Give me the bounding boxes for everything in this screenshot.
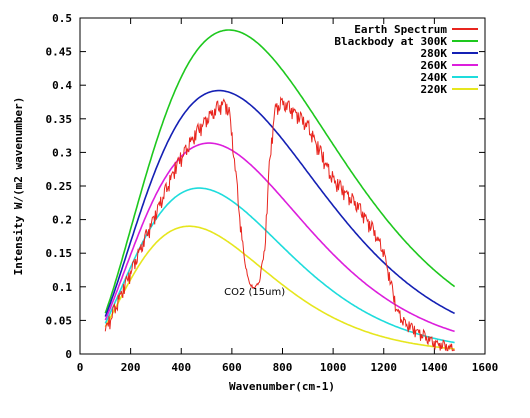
x-tick-label: 1600 [472,361,499,374]
tick-marks [79,17,486,355]
x-tick-label: 800 [273,361,293,374]
y-tick-label: 0.35 [46,113,73,126]
legend-label: 280K [421,47,448,60]
legend-label: Earth Spectrum [354,23,447,36]
x-tick-label: 1400 [421,361,448,374]
x-tick-label: 200 [121,361,141,374]
series-lines [104,29,456,352]
co2-annotation: CO2 (15um) [224,287,285,298]
legend-label: 220K [421,83,448,96]
y-tick-label: 0.45 [46,46,73,59]
series-line-3 [104,142,455,333]
y-tick-label: 0.05 [46,314,73,327]
x-axis-title: Wavenumber(cm-1) [229,380,335,393]
series-line-1 [104,29,456,314]
legend-label: 260K [421,59,448,72]
y-tick-label: 0.3 [52,146,72,159]
x-tick-labels: 0 200 400 600 800 1000 1200 1400 1600 [77,361,499,374]
series-line-5 [104,225,455,350]
x-tick-label: 1000 [320,361,347,374]
legend-label: 240K [421,71,448,84]
y-tick-label: 0.1 [52,281,72,294]
y-tick-label: 0.25 [46,180,73,193]
y-tick-label: 0.5 [52,12,72,25]
series-line-0 [104,96,455,352]
series-line-2 [104,89,455,317]
y-tick-labels: 0 0.05 0.1 0.15 0.2 0.25 0.3 0.35 0.4 0.45 0.5 [46,12,73,361]
y-tick-label: 0.15 [46,247,73,260]
y-axis-title: Intensity W/(m2 wavenumber) [12,97,25,276]
x-tick-label: 0 [77,361,84,374]
series-line-4 [104,187,455,344]
y-tick-label: 0.2 [52,214,72,227]
x-tick-label: 600 [222,361,242,374]
y-tick-label: 0 [65,348,72,361]
x-tick-label: 400 [171,361,191,374]
legend-label: Blackbody at 300K [334,35,447,48]
y-tick-label: 0.4 [52,79,72,92]
x-tick-label: 1200 [371,361,398,374]
